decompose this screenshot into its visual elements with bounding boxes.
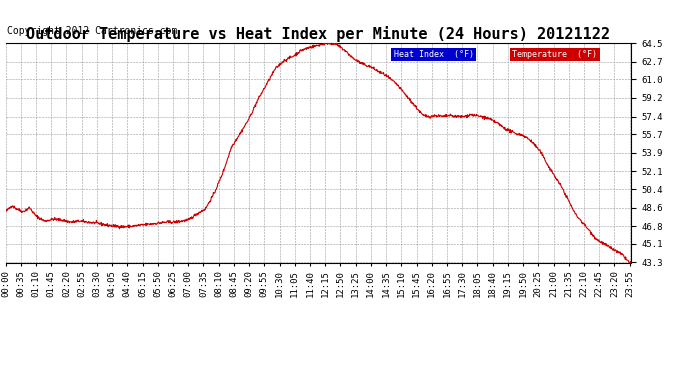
Text: Heat Index  (°F): Heat Index (°F) — [393, 50, 473, 59]
Text: Copyright 2012 Cartronics.com: Copyright 2012 Cartronics.com — [7, 26, 177, 36]
Text: Temperature  (°F): Temperature (°F) — [513, 50, 598, 59]
Title: Outdoor Temperature vs Heat Index per Minute (24 Hours) 20121122: Outdoor Temperature vs Heat Index per Mi… — [26, 26, 611, 42]
